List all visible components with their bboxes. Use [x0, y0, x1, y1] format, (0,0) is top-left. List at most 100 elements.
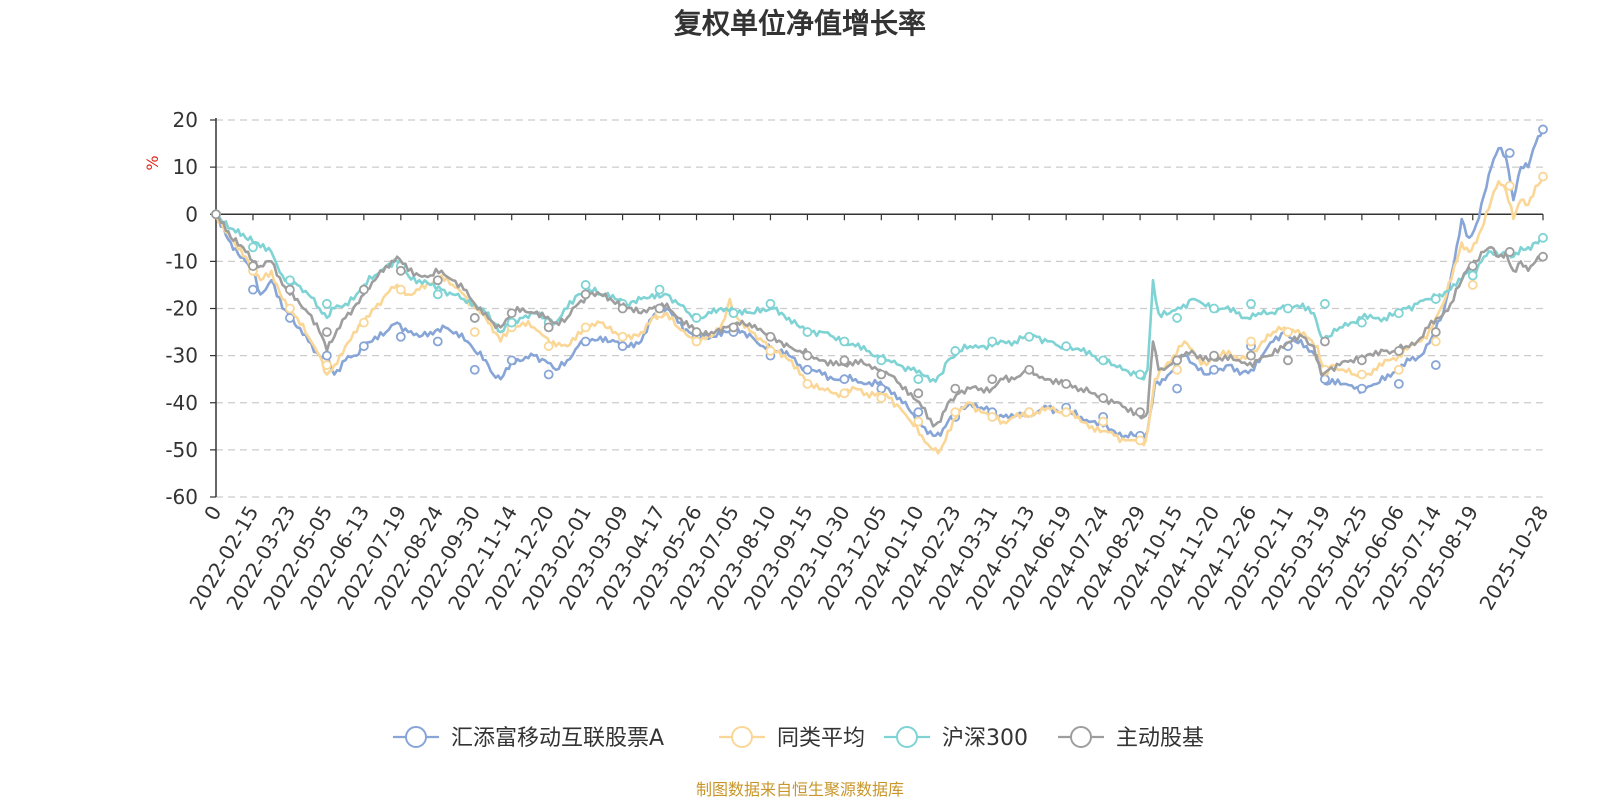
series-marker: [321, 327, 332, 337]
series-marker: [839, 355, 850, 366]
series-marker: [1246, 298, 1256, 309]
series-marker: [580, 289, 591, 300]
series-marker: [1356, 355, 1367, 366]
series-lines: [211, 124, 1548, 455]
series-marker: [506, 317, 517, 328]
series-marker: [1061, 407, 1072, 418]
y-tick-label: -60: [165, 485, 198, 509]
series-marker: [321, 360, 332, 370]
series-marker: [1098, 416, 1109, 427]
series-marker: [617, 341, 628, 352]
series-marker: [1246, 336, 1256, 347]
series-marker: [395, 331, 406, 342]
series-marker: [1393, 378, 1404, 389]
series-marker: [1283, 327, 1293, 337]
series-marker: [987, 411, 998, 422]
series-marker: [654, 284, 665, 295]
series-marker: [765, 298, 776, 309]
series-marker: [802, 350, 813, 361]
legend-item[interactable]: 同类平均: [719, 726, 865, 751]
series-marker: [1283, 355, 1293, 366]
series-marker: [506, 308, 517, 319]
series-marker: [1430, 327, 1441, 337]
series-marker: [1061, 378, 1072, 389]
series-marker: [1356, 317, 1367, 328]
legend-marker: [1070, 726, 1092, 748]
series-marker: [913, 374, 924, 385]
legend[interactable]: 汇添富移动互联股票A 同类平均 沪深300 主动股基: [393, 726, 1204, 751]
series-marker: [543, 341, 554, 352]
series-marker: [913, 416, 924, 427]
series-line: [214, 176, 1545, 455]
series-marker: [1538, 251, 1548, 262]
series-marker: [876, 393, 887, 403]
series-marker: [987, 336, 998, 347]
series-marker: [1356, 369, 1367, 380]
legend-label: 同类平均: [777, 726, 865, 751]
y-tick-label: -40: [165, 391, 198, 415]
series-marker: [358, 284, 369, 295]
y-tick-label: -10: [165, 249, 198, 273]
y-tick-label: 10: [173, 155, 198, 179]
series-marker: [691, 327, 702, 337]
series-marker: [1467, 261, 1478, 271]
series-marker: [913, 388, 924, 399]
legend-item[interactable]: 主动股基: [1058, 726, 1204, 751]
y-tick-label: -30: [165, 344, 198, 368]
y-axis-unit: %: [143, 155, 162, 170]
series-marker: [543, 369, 554, 380]
series-marker: [691, 336, 702, 347]
legend-label: 汇添富移动互联股票A: [451, 726, 664, 751]
series-marker: [1283, 303, 1293, 314]
series-marker: [543, 322, 554, 333]
series-marker: [1538, 171, 1548, 182]
series-marker: [1320, 298, 1330, 309]
series-marker: [765, 331, 776, 342]
series-marker: [1356, 383, 1367, 394]
x-tick-label: 2025-10-28: [1474, 502, 1553, 615]
series-marker: [469, 327, 480, 337]
series-marker: [1393, 308, 1404, 319]
series-marker: [1209, 364, 1219, 375]
series-marker: [913, 407, 924, 418]
series-marker: [1467, 280, 1478, 290]
y-tick-label: 20: [173, 108, 198, 132]
legend-marker: [896, 726, 918, 748]
series-marker: [1320, 336, 1330, 347]
series-marker: [1393, 346, 1404, 356]
source-note: 制图数据来自恒生聚源数据库: [696, 780, 904, 799]
chart-title: 复权单位净值增长率: [674, 7, 926, 40]
legend-label: 主动股基: [1116, 726, 1204, 751]
series-marker: [876, 355, 887, 366]
series-line: [215, 213, 1544, 428]
series-marker: [580, 336, 591, 347]
series-marker: [765, 346, 776, 356]
series-marker: [248, 284, 258, 295]
series-marker: [839, 374, 850, 385]
series-marker: [950, 346, 961, 356]
grid-lines: [216, 119, 1543, 498]
series-marker: [617, 303, 628, 314]
series-marker: [1430, 336, 1441, 347]
series-marker: [802, 327, 813, 337]
legend-marker: [405, 726, 427, 748]
y-tick-label: -50: [165, 438, 198, 462]
legend-item[interactable]: 沪深300: [884, 726, 1028, 751]
series-marker: [469, 313, 480, 323]
series-marker: [691, 313, 702, 323]
series-marker: [321, 350, 332, 361]
series-marker: [285, 275, 295, 286]
series-marker: [358, 341, 369, 352]
series-marker: [395, 265, 406, 276]
series-marker: [1172, 383, 1182, 394]
series-marker: [248, 261, 258, 271]
legend-label: 沪深300: [942, 726, 1028, 751]
series-marker: [1135, 369, 1145, 380]
series-marker: [580, 280, 591, 290]
series-marker: [248, 242, 258, 253]
series-marker: [285, 303, 295, 314]
legend-item[interactable]: 汇添富移动互联股票A: [393, 726, 664, 751]
series-marker: [469, 364, 480, 375]
series-marker: [1430, 360, 1441, 370]
series-marker: [1209, 350, 1219, 361]
